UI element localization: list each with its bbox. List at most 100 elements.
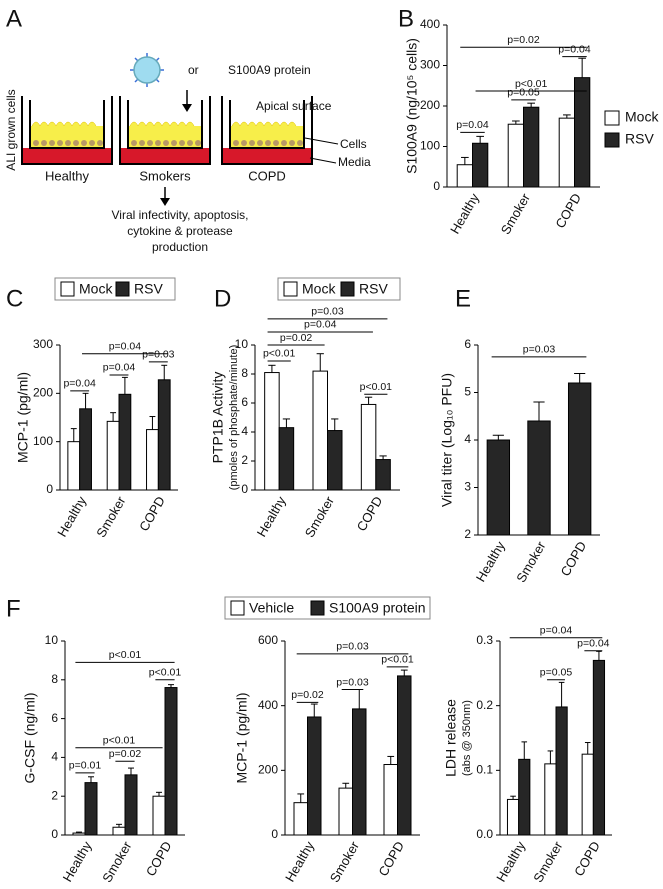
bar xyxy=(472,142,489,188)
legend-box xyxy=(224,596,431,620)
y-tick-label: 2 xyxy=(464,527,471,541)
panel-label: F xyxy=(6,595,21,622)
x-tick-label: COPD xyxy=(375,839,407,879)
y-tick-label: 3 xyxy=(464,480,471,494)
bar xyxy=(486,439,511,536)
y-tick-label: 2 xyxy=(241,453,248,467)
legend-label: RSV xyxy=(359,281,388,297)
y-tick-label: 400 xyxy=(258,698,278,712)
side-label: ALI grown cells xyxy=(4,89,18,170)
well-label: COPD xyxy=(248,168,286,183)
y-axis-label: LDH release xyxy=(443,699,459,777)
y-tick-label: 0 xyxy=(241,482,248,496)
y-tick-label: 10 xyxy=(45,633,59,647)
legend-swatch xyxy=(604,132,620,148)
panel-label: A xyxy=(6,5,22,32)
y-tick-label: 0.1 xyxy=(476,763,493,777)
bar xyxy=(146,429,159,491)
legend-swatch xyxy=(115,281,130,297)
bar xyxy=(375,459,391,491)
bar xyxy=(327,430,343,491)
bar xyxy=(383,764,398,836)
well xyxy=(21,95,113,165)
annotation: p=0.04 xyxy=(456,119,489,131)
x-tick-label: Smoker xyxy=(93,493,129,540)
annotation: p=0.01 xyxy=(69,760,102,772)
bar xyxy=(67,441,81,491)
annotation: p<0.01 xyxy=(381,654,414,666)
bar xyxy=(124,774,138,836)
x-tick-label: Healthy xyxy=(54,493,89,539)
y-tick-label: 0 xyxy=(46,482,53,496)
bar xyxy=(112,826,126,836)
bar xyxy=(592,659,606,836)
y-tick-label: 400 xyxy=(420,17,440,31)
y-tick-label: 200 xyxy=(258,763,278,777)
apical-label: Apical surface xyxy=(256,99,332,113)
outcome-text: production xyxy=(152,240,208,254)
y-axis-sublabel: (pmoles of phosphate/minute) xyxy=(228,345,240,491)
annotation: p<0.01 xyxy=(263,348,296,360)
arrow-head xyxy=(182,104,192,112)
legend-box xyxy=(277,277,401,301)
media-label: Media xyxy=(338,155,371,169)
legend-label: Mock xyxy=(302,281,336,297)
bar xyxy=(278,427,295,491)
y-axis-label: G-CSF (ng/ml) xyxy=(22,693,38,784)
legend-swatch xyxy=(283,281,298,297)
well xyxy=(119,95,211,165)
y-tick-label: 200 xyxy=(420,98,440,112)
outcome-text: Viral infectivity, apoptosis, xyxy=(112,208,249,222)
legend-label: Vehicle xyxy=(249,600,294,616)
bar xyxy=(352,708,367,836)
diagram: A ALI grown cells or S100A9 protein Apic… xyxy=(4,5,371,254)
legend-label: S100A9 protein xyxy=(329,600,426,616)
y-axis-label: S100A9 (ng/10⁵ cells) xyxy=(404,38,420,174)
y-tick-label: 0.2 xyxy=(476,698,493,712)
bar xyxy=(106,420,120,491)
x-tick-label: Smoker xyxy=(327,838,363,885)
annotation: p=0.03 xyxy=(336,641,369,653)
annotation: p<0.01 xyxy=(515,78,548,90)
x-tick-label: Healthy xyxy=(254,493,289,539)
x-tick-label: COPD xyxy=(571,839,603,879)
bar xyxy=(574,77,591,188)
annotation: p=0.02 xyxy=(291,689,324,701)
bar xyxy=(118,393,132,491)
legend-box xyxy=(54,277,176,301)
y-axis-label: Viral titer (Log₁₀ PFU) xyxy=(439,373,455,507)
well-label: Smokers xyxy=(139,168,191,183)
x-tick-label: COPD xyxy=(354,494,386,534)
annotation: p=0.02 xyxy=(109,748,142,760)
legend-swatch xyxy=(230,600,245,616)
bar xyxy=(555,706,568,836)
y-tick-label: 6 xyxy=(51,711,58,725)
y-tick-label: 100 xyxy=(420,139,440,153)
legend-label: Mock xyxy=(625,109,659,125)
outcome-text: cytokine & protease xyxy=(127,224,233,238)
annotation: p=0.04 xyxy=(304,319,337,331)
y-tick-label: 4 xyxy=(464,432,471,446)
annotation: p<0.01 xyxy=(149,667,182,679)
bar xyxy=(307,716,322,836)
annotation: p=0.04 xyxy=(577,637,610,649)
annotation: p=0.02 xyxy=(280,332,313,344)
well-label: Healthy xyxy=(45,168,90,183)
arrow-head xyxy=(160,198,170,206)
legend-swatch xyxy=(604,110,620,126)
protein-label: S100A9 protein xyxy=(228,63,311,77)
bar xyxy=(84,782,98,836)
annotation: p=0.04 xyxy=(63,378,96,390)
y-tick-label: 8 xyxy=(51,672,58,686)
y-axis-label: PTP1B Activity xyxy=(210,372,226,464)
x-tick-label: Smoker xyxy=(530,838,566,885)
bar xyxy=(558,117,576,188)
bar xyxy=(544,763,557,836)
cells-label: Cells xyxy=(340,137,367,151)
x-tick-label: Healthy xyxy=(447,190,482,236)
x-tick-label: COPD xyxy=(136,494,168,534)
x-tick-label: Smoker xyxy=(99,838,135,885)
legend-swatch xyxy=(310,600,325,616)
x-tick-label: COPD xyxy=(557,539,589,579)
x-tick-label: Smoker xyxy=(513,538,549,585)
